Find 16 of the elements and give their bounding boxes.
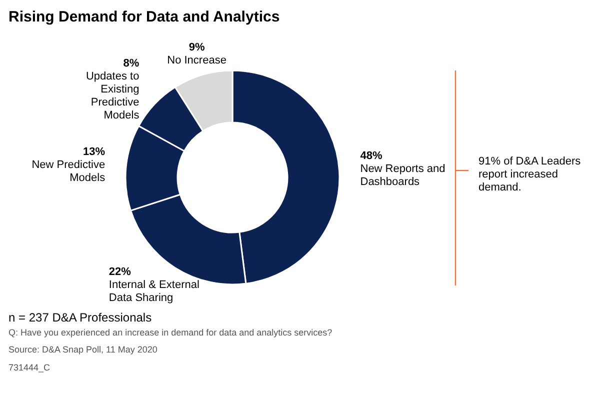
text: n = 237 D&A Professionals xyxy=(8,310,152,324)
text: 91% of D&A Leaders report increased demand. xyxy=(478,156,582,194)
data-label: 9% xyxy=(188,42,205,54)
data-label: 8% xyxy=(123,57,140,70)
slice-label: Updates to Existing Predictive Models xyxy=(86,70,140,122)
data-label: 22% xyxy=(108,266,132,278)
text: Q: Have you experienced an increase in demand for data and analytics services? xyxy=(8,328,332,338)
slice-label: No Increase xyxy=(167,54,226,67)
data-label: 48% xyxy=(360,150,382,162)
slice-label: New Reports and Dashboards xyxy=(360,162,446,188)
data-label: 13% xyxy=(83,146,106,158)
slice-label: New Predictive Models xyxy=(32,158,106,184)
slice-label: Internal & External Data Sharing xyxy=(108,279,200,304)
chart-title: Rising Demand for Data and Analytics xyxy=(8,8,280,26)
source-note: Source: D&A Snap Poll, 11 May 2020 xyxy=(8,344,158,354)
text: 731444_C xyxy=(8,362,51,372)
